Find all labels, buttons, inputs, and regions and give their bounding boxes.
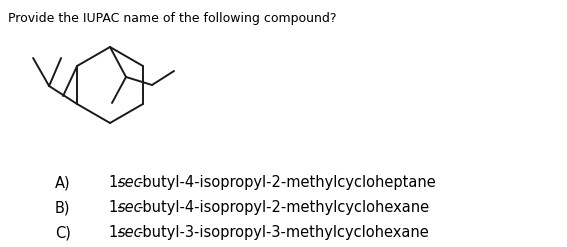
- Text: sec: sec: [118, 175, 143, 190]
- Text: -butyl-3-isopropyl-3-methylcyclohexane: -butyl-3-isopropyl-3-methylcyclohexane: [137, 225, 429, 240]
- Text: 1-: 1-: [108, 175, 122, 190]
- Text: B): B): [55, 200, 70, 215]
- Text: C): C): [55, 225, 71, 240]
- Text: 1-: 1-: [108, 225, 122, 240]
- Text: -butyl-4-isopropyl-2-methylcyclohexane: -butyl-4-isopropyl-2-methylcyclohexane: [137, 200, 430, 215]
- Text: Provide the IUPAC name of the following compound?: Provide the IUPAC name of the following …: [8, 12, 336, 25]
- Text: A): A): [55, 175, 71, 190]
- Text: sec: sec: [118, 200, 143, 215]
- Text: 1-: 1-: [108, 200, 122, 215]
- Text: sec: sec: [118, 225, 143, 240]
- Text: -butyl-4-isopropyl-2-methylcycloheptane: -butyl-4-isopropyl-2-methylcycloheptane: [137, 175, 436, 190]
